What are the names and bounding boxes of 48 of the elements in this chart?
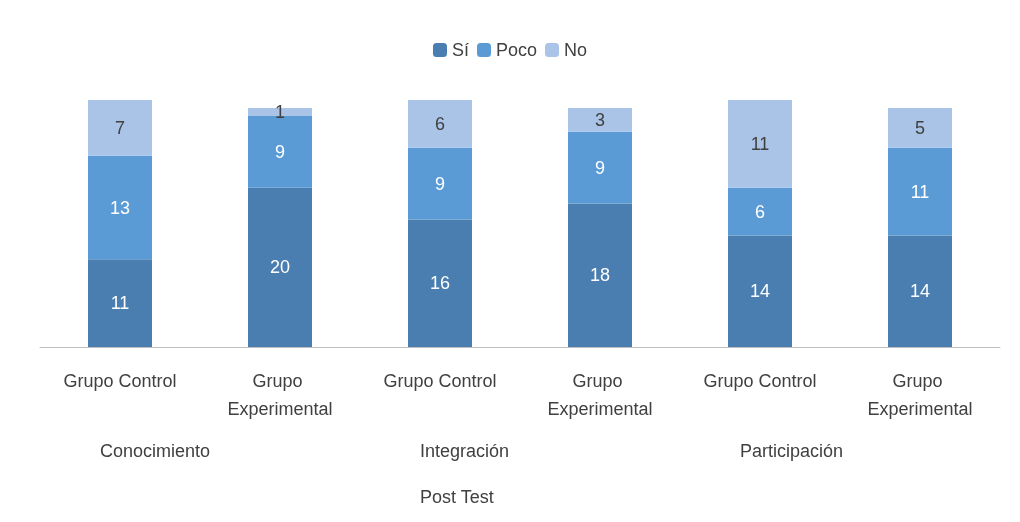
bar xyxy=(568,203,632,347)
x-tick-label: Grupo Experimental xyxy=(227,371,333,419)
text: Conocimiento xyxy=(100,441,211,461)
text: Participación xyxy=(740,441,844,461)
bar xyxy=(728,100,792,188)
bar xyxy=(568,131,632,204)
data-label: 6 xyxy=(434,113,446,134)
data-label: 13 xyxy=(109,197,131,218)
bar xyxy=(88,100,152,156)
data-label: 16 xyxy=(429,273,451,294)
x-tick-label: Grupo Control xyxy=(383,371,497,391)
data-label: 18 xyxy=(589,265,611,286)
bar xyxy=(728,235,792,347)
legend-label: Poco xyxy=(495,40,538,60)
legend-label: Sí xyxy=(451,40,469,60)
legend-label: No xyxy=(564,40,588,60)
bar xyxy=(888,107,952,148)
bar xyxy=(888,147,952,236)
bar xyxy=(408,147,472,220)
data-label: 20 xyxy=(269,257,291,278)
bar xyxy=(568,107,632,132)
bar xyxy=(88,155,152,260)
data-label: 14 xyxy=(749,281,771,302)
bar xyxy=(408,100,472,148)
data-label: 9 xyxy=(594,157,606,178)
bar xyxy=(88,259,152,347)
data-label: 7 xyxy=(114,117,126,138)
data-label: 3 xyxy=(594,109,606,130)
data-label: 11 xyxy=(110,293,130,314)
data-label: 5 xyxy=(914,117,926,138)
bar xyxy=(248,107,312,116)
data-label: 9 xyxy=(434,173,446,194)
data-label: 6 xyxy=(754,201,766,222)
data-label: 1 xyxy=(274,101,286,122)
x-tick-label: Grupo Control xyxy=(63,371,177,391)
x-axis-title: Post Test xyxy=(420,487,494,507)
data-label: 9 xyxy=(274,141,286,162)
x-tick-label: Grupo Experimental xyxy=(867,371,973,419)
data-label: 11 xyxy=(750,133,770,154)
x-tick-label: Grupo Experimental xyxy=(547,371,653,419)
bar xyxy=(248,187,312,347)
data-label: 11 xyxy=(910,181,930,202)
bar xyxy=(408,219,472,347)
text: Integración xyxy=(420,441,510,461)
bar xyxy=(728,187,792,236)
data-label: 14 xyxy=(909,281,931,302)
bar xyxy=(888,235,952,347)
x-tick-label: Grupo Control xyxy=(703,371,817,391)
